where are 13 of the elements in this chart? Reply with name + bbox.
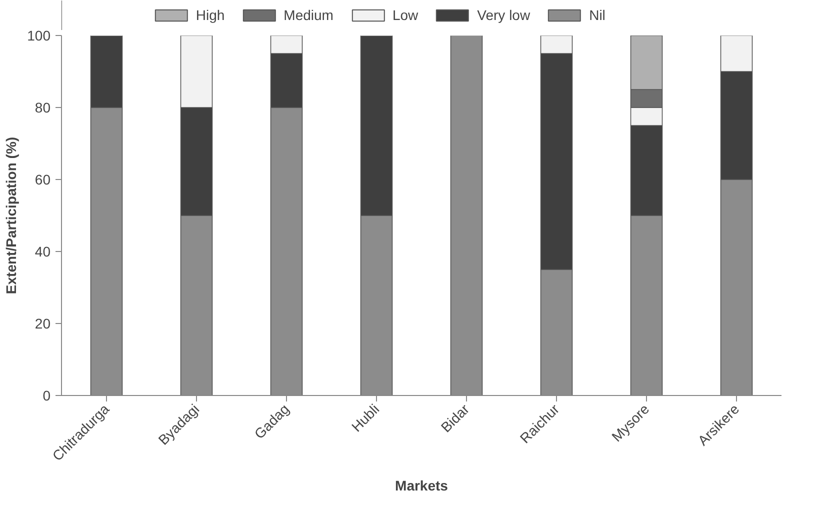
- y-tick-label: 40: [34, 244, 51, 260]
- legend-label: Medium: [284, 7, 334, 23]
- y-axis-title: Extent/Participation (%): [3, 136, 20, 294]
- y-tick-label: 100: [27, 28, 51, 44]
- legend-label: High: [196, 7, 225, 23]
- y-tick-label: 0: [42, 388, 51, 404]
- y-tick-label: 80: [34, 100, 51, 116]
- y-tick-label: 20: [34, 316, 51, 332]
- legend-label: Low: [392, 7, 418, 23]
- legend-label: Very low: [477, 7, 530, 23]
- y-tick-label: 60: [34, 172, 51, 188]
- x-axis-title: Markets: [395, 478, 448, 494]
- legend-label: Nil: [589, 7, 606, 23]
